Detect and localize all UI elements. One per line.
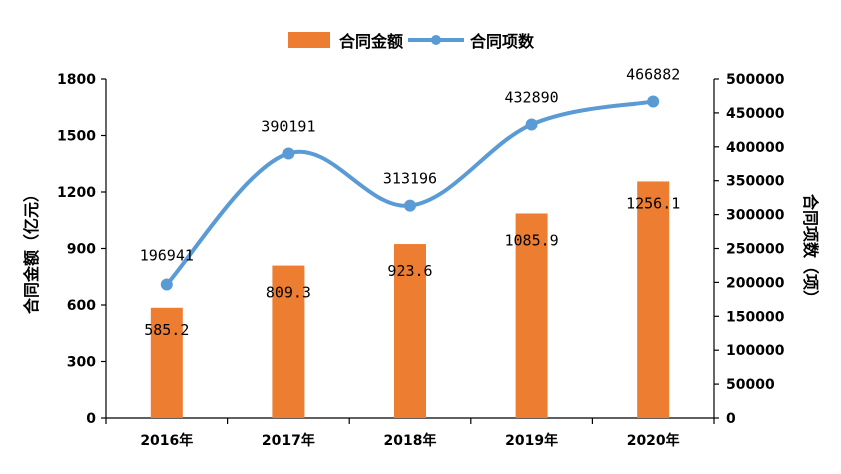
left-tick-label: 1500 xyxy=(57,129,96,145)
bar-2020年 xyxy=(637,181,670,418)
left-tick-label: 600 xyxy=(67,298,96,314)
line-value-label: 313196 xyxy=(383,170,437,188)
legend-label-contract-count: 合同项数 xyxy=(470,32,535,51)
line-value-label: 390191 xyxy=(261,117,315,135)
legend-swatch-contract-amount xyxy=(288,32,330,48)
bar-value-label: 1085.9 xyxy=(505,231,559,249)
legend-marker-contract-count xyxy=(431,35,441,45)
right-tick-label: 500000 xyxy=(726,72,785,88)
x-tick-label: 2019年 xyxy=(505,432,558,449)
line-series xyxy=(160,95,660,291)
right-y-axis: 0 50000 100000 150000 200000 250000 300000 3500… xyxy=(713,72,785,427)
left-tick-label: 0 xyxy=(86,411,96,427)
legend-label-contract-amount: 合同金额 xyxy=(339,32,403,51)
line-point-2017年 xyxy=(282,147,295,160)
right-tick-label: 400000 xyxy=(726,140,785,156)
line-value-label: 432890 xyxy=(505,89,559,107)
bar-value-label: 1256.1 xyxy=(626,194,680,212)
bar-value-label: 585.2 xyxy=(144,321,189,339)
line-value-label: 196941 xyxy=(140,246,194,264)
left-tick-label: 300 xyxy=(67,355,96,371)
right-tick-label: 350000 xyxy=(726,174,785,190)
bar-2019年 xyxy=(515,213,548,418)
bar-2018年 xyxy=(394,244,426,418)
x-tick-label: 2016年 xyxy=(140,432,193,449)
right-tick-label: 200000 xyxy=(726,275,785,291)
left-tick-label: 1200 xyxy=(57,185,96,201)
x-axis: 2016年 2017年 2018年 2019年 2020年 xyxy=(105,417,715,449)
left-y-axis: 0 300 600 900 1200 1500 1800 xyxy=(57,72,107,427)
data-labels: 585.2 809.3 923.6 1085.9 1256.1 196941 390191 3… xyxy=(140,65,681,338)
right-tick-label: 100000 xyxy=(726,343,785,359)
bar-value-label: 809.3 xyxy=(266,284,311,302)
line-point-2016年 xyxy=(160,278,173,291)
right-tick-label: 150000 xyxy=(726,309,785,325)
right-tick-label: 50000 xyxy=(726,377,775,393)
right-axis-title: 合同项数（项） xyxy=(801,194,820,306)
right-tick-label: 300000 xyxy=(726,208,785,224)
line-point-2018年 xyxy=(404,199,416,212)
line-point-2020年 xyxy=(647,95,660,108)
left-axis-title: 合同金额（亿元） xyxy=(22,186,41,314)
left-tick-label: 1800 xyxy=(57,72,96,88)
bar-series xyxy=(150,181,670,418)
legend: 合同金额 合同项数 xyxy=(288,32,535,51)
right-tick-label: 250000 xyxy=(726,242,785,258)
x-tick-label: 2020年 xyxy=(627,432,680,449)
right-tick-label: 0 xyxy=(726,411,736,427)
bar-2016年 xyxy=(150,307,183,418)
right-tick-label: 450000 xyxy=(726,106,785,122)
bar-2017年 xyxy=(272,265,305,418)
x-tick-label: 2017年 xyxy=(262,432,315,449)
line-point-2019年 xyxy=(525,118,538,131)
left-tick-label: 900 xyxy=(67,242,96,258)
line-value-label: 466882 xyxy=(626,65,680,83)
x-tick-label: 2018年 xyxy=(384,432,437,449)
bar-value-label: 923.6 xyxy=(387,262,432,280)
